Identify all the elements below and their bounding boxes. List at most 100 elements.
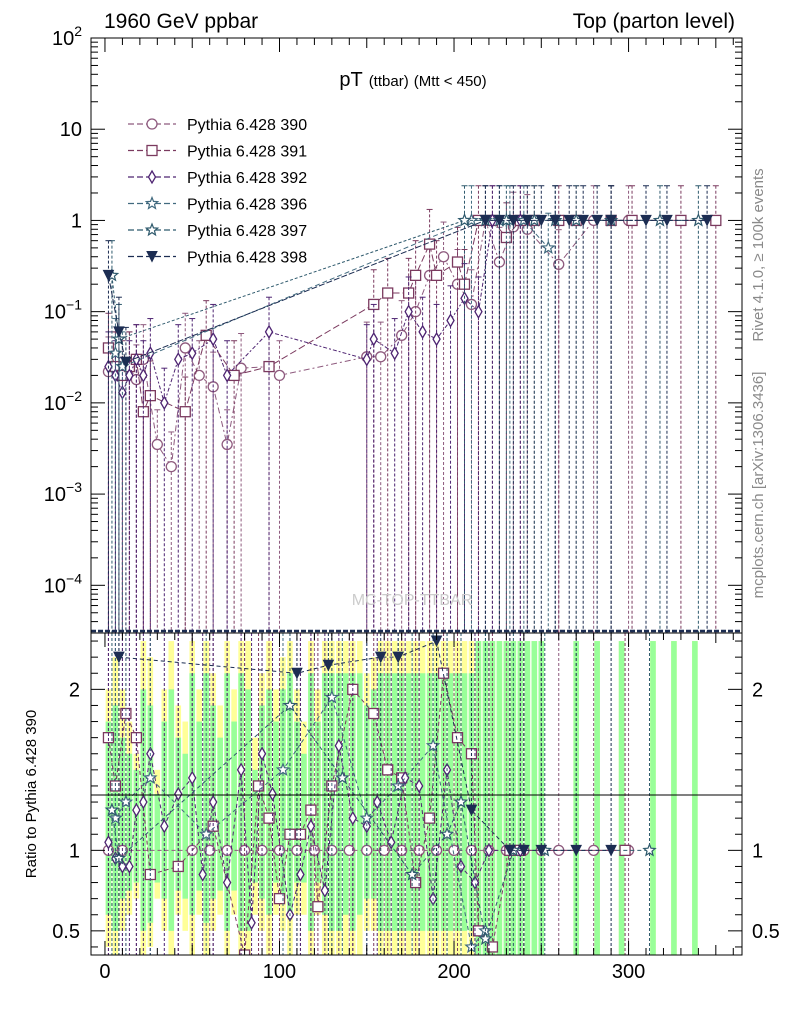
band-green [315, 721, 321, 883]
ratio-data-point [275, 762, 291, 777]
legend-entry: Pythia 6.428 390 [128, 117, 307, 134]
series-s392 [104, 185, 525, 633]
ratio-data-point [378, 844, 390, 856]
legend-marker [144, 195, 160, 210]
ratio-data-point [322, 659, 335, 672]
data-point [139, 368, 148, 383]
y-tick-label-base: 10 [52, 28, 74, 50]
data-point [577, 214, 589, 227]
ratio-data-point [470, 875, 480, 890]
data-point [125, 368, 134, 383]
data-point [151, 438, 163, 451]
ratio-data-point [198, 867, 207, 882]
ratio-data-point [570, 844, 583, 857]
data-point [222, 368, 232, 383]
y-tick-label-exp: −1 [66, 297, 82, 313]
main-plot-data [91, 185, 742, 633]
y-tick-label-exp: −2 [66, 388, 82, 404]
data-point [113, 326, 125, 339]
ratio-data-point [282, 697, 298, 712]
y-tick-label-base: 10 [44, 484, 66, 506]
series-line [114, 219, 549, 368]
ratio-data-point [198, 826, 214, 841]
legend-entry: Pythia 6.428 397 [128, 222, 307, 240]
ratio-y-tick-label: 1 [69, 840, 80, 862]
band-green [266, 689, 272, 915]
band-green [618, 641, 625, 955]
ratio-data-point [484, 843, 494, 858]
band-green [217, 737, 223, 891]
band-green [245, 689, 251, 931]
ratio-data-point [362, 818, 372, 834]
ratio-data-point [368, 707, 380, 720]
band-green [224, 673, 230, 931]
band-green [468, 673, 475, 931]
ratio-plot-data [102, 633, 657, 955]
ratio-data-point [437, 667, 450, 679]
ratio-data-point [312, 901, 324, 913]
data-point [691, 212, 706, 227]
ratio-data-point [386, 835, 396, 850]
y-tick-label: 10−3 [44, 479, 82, 506]
band-green [168, 689, 175, 931]
data-point [591, 214, 603, 227]
ratio-data-point [207, 820, 219, 832]
ratio-y-tick-label-right: 2 [752, 679, 763, 701]
data-point [553, 258, 565, 271]
legend-entry: Pythia 6.428 398 [128, 250, 307, 267]
ratio-data-point [486, 941, 499, 953]
ratio-data-point [334, 738, 344, 753]
ratio-data-point [263, 812, 275, 824]
header-right: Top (parton level) [573, 10, 735, 33]
band-green [650, 641, 656, 955]
band-green [336, 673, 342, 931]
data-point [390, 345, 399, 361]
watermark: MC-TOP-TTBAR [352, 592, 473, 609]
band-green [238, 673, 244, 931]
legend-marker [146, 251, 158, 263]
ratio-data-point [174, 786, 183, 802]
data-point [409, 269, 422, 282]
plot-title: pT (ttbar) (Mtt < 450) [339, 69, 486, 91]
ratio-frame [90, 632, 743, 956]
ratio-data-point [139, 794, 148, 810]
ratio-data-point [642, 842, 657, 857]
plot-title-sub1: (ttbar) [369, 73, 409, 90]
band-green [426, 673, 433, 931]
y-tick-label: 10−2 [44, 388, 82, 415]
ratio-data-point [208, 794, 218, 810]
data-point [160, 395, 169, 411]
band-green [398, 673, 405, 931]
data-point [273, 369, 286, 382]
data-point [437, 251, 450, 263]
data-point [120, 356, 132, 369]
ratio-data-point [504, 844, 516, 857]
ratio-data-point [404, 866, 420, 881]
data-point [605, 214, 617, 227]
legend-marker [146, 118, 158, 130]
y-tick-label-base: 1 [71, 210, 82, 232]
side-text-upper: Rivet 4.1.0, ≥ 100k events [750, 168, 767, 341]
band-green [496, 641, 503, 955]
band-green [308, 673, 314, 931]
ratio-data-point [359, 810, 375, 825]
data-point [549, 214, 562, 227]
data-point [369, 331, 378, 347]
y-tick-label-base: 10 [60, 119, 82, 141]
ratio-data-point [382, 764, 394, 776]
y-tick-label-exp: 2 [74, 23, 82, 39]
ratio-data-point [160, 818, 169, 834]
ratio-y-tick-label-right: 0.5 [752, 921, 780, 943]
data-point [208, 331, 218, 347]
ratio-data-point [104, 802, 120, 817]
y-tick-label: 10 [60, 119, 82, 141]
ratio-data-point [132, 802, 141, 818]
band-green [196, 721, 203, 891]
ratio-data-point [118, 794, 134, 809]
series-line [108, 219, 521, 405]
data-point [535, 214, 548, 227]
data-point [221, 438, 233, 451]
data-point [493, 214, 506, 227]
band-green [671, 641, 677, 955]
ratio-data-point [451, 732, 464, 744]
